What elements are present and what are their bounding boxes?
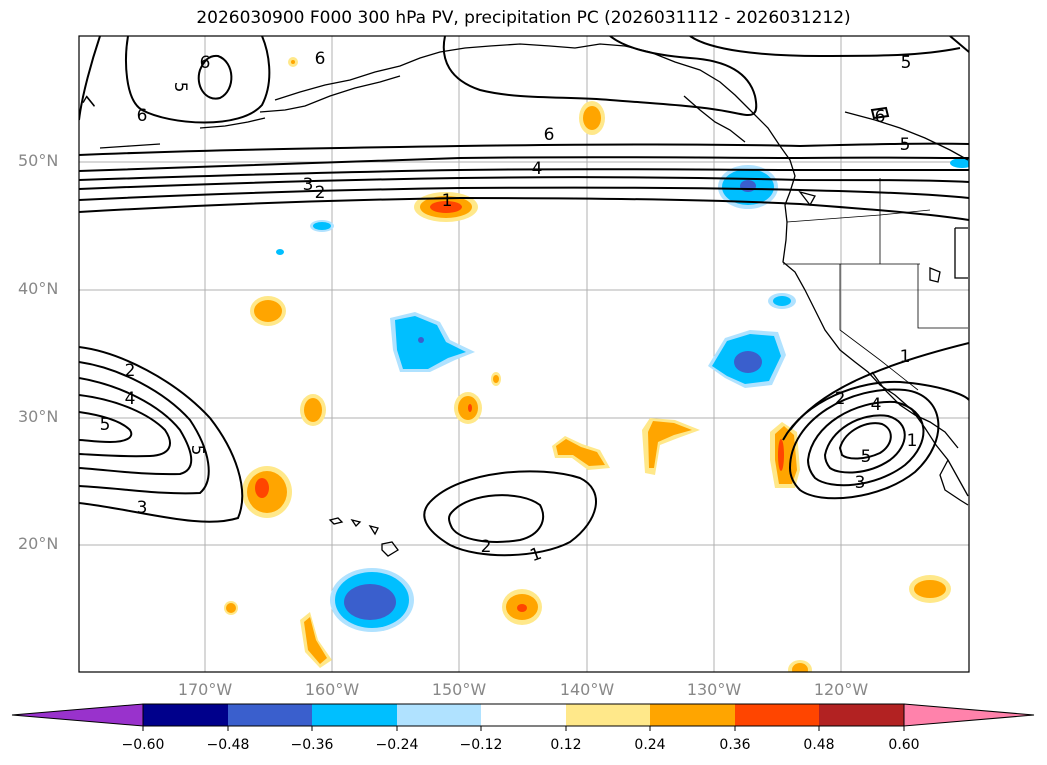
contour-label: 2 (481, 537, 492, 557)
colorbar-tick-label: −0.12 (459, 737, 503, 753)
gridlines (79, 36, 969, 672)
lat-label: 40°N (18, 279, 59, 298)
precip-positive-blob (224, 601, 238, 615)
precip-positive-blob (288, 57, 298, 67)
precip-positive-blob (242, 466, 292, 518)
contour-label: 5 (901, 53, 912, 73)
precip-negative-blob (390, 312, 475, 372)
colorbar-tick-label: −0.36 (290, 737, 334, 753)
contour-label: 1 (442, 191, 453, 211)
pv-contours (79, 36, 969, 557)
precip-negative-blob (950, 158, 969, 168)
colorbar-segment (143, 704, 228, 726)
map-plot-area: 5 6 7 5 6 6 6 4 3 2 1 5 6 5 2 4 5 3 1 2 … (79, 36, 969, 672)
colorbar (11, 703, 1035, 731)
colorbar-tick-label: 0.12 (550, 737, 582, 753)
contour-label: 6 (875, 107, 886, 127)
contour-label: 3 (137, 498, 148, 518)
colorbar-tick-label: 0.36 (719, 737, 751, 753)
precip-positive-blob (491, 372, 501, 386)
contour-label: 5 (861, 447, 872, 467)
precip-positive-blob (788, 660, 812, 672)
colorbar-segment (819, 704, 904, 726)
precip-positive-blob (454, 392, 482, 424)
colorbar-segment (566, 704, 650, 726)
contour-label: 5 (900, 135, 911, 155)
contour-label: 6 (137, 106, 148, 126)
lat-label: 20°N (18, 534, 59, 553)
precip-positive-blob (250, 296, 286, 326)
precip-positive-blob (579, 101, 605, 135)
plot-frame (78, 35, 970, 673)
lon-label: 170°W (177, 680, 233, 699)
contour-label: 4 (125, 389, 136, 409)
colorbar-frame (142, 703, 905, 727)
precip-positive-blob (300, 394, 326, 426)
lon-label: 150°W (431, 680, 487, 699)
precip-positive-blob (300, 612, 332, 668)
colorbar-segment (312, 704, 397, 726)
precip-negative-blob (276, 249, 284, 255)
colorbar-segment (650, 704, 735, 726)
contour-label: 6 (544, 125, 555, 145)
colorbar-segment (735, 704, 819, 726)
state-borders (783, 178, 968, 391)
contour-label: 1 (907, 431, 918, 451)
precip-negative-blob (330, 568, 414, 632)
contour-label: 1 (527, 544, 544, 566)
contour-label: 3 (303, 175, 314, 195)
contour-label: 3 (855, 473, 866, 493)
lon-label: 120°W (813, 680, 869, 699)
lat-label: 50°N (18, 151, 59, 170)
precip-anomalies (224, 57, 969, 672)
colorbar-tick-label: 0.60 (888, 737, 920, 753)
lon-label: 130°W (686, 680, 742, 699)
map-title: 2026030900 F000 300 hPa PV, precipitatio… (196, 8, 851, 28)
colorbar-segment (228, 704, 312, 726)
colorbar-tick-label: −0.60 (121, 737, 165, 753)
contour-label: 5 (170, 82, 190, 93)
contour-label: 6 (315, 49, 326, 69)
precip-negative-blob (310, 220, 334, 232)
contour-label: 2 (125, 361, 136, 381)
colorbar-tick-label: −0.24 (375, 737, 419, 753)
precip-positive-blob (642, 418, 700, 475)
precip-positive-blob (552, 436, 610, 470)
precip-negative-blob (768, 293, 796, 309)
contour-label: 2 (835, 389, 846, 409)
contour-label: 1 (900, 347, 911, 367)
colorbar-segment (11, 703, 144, 727)
contour-label: 7 (79, 93, 102, 112)
precip-negative-blob (708, 330, 786, 388)
contour-label: 5 (187, 445, 207, 456)
lon-label: 140°W (559, 680, 615, 699)
contour-label: 2 (315, 183, 326, 203)
colorbar-segment (903, 703, 1035, 727)
precip-positive-blob (770, 422, 800, 488)
colorbar-tick-label: 0.24 (634, 737, 666, 753)
contour-label: 4 (532, 159, 543, 179)
lat-label: 30°N (18, 407, 59, 426)
precip-positive-blob (502, 589, 542, 625)
contour-label: 4 (871, 395, 882, 415)
lon-label: 160°W (304, 680, 360, 699)
colorbar-segment (397, 704, 481, 726)
precip-positive-blob (909, 575, 951, 603)
colorbar-segment (481, 704, 566, 726)
colorbar-tick-label: 0.48 (803, 737, 835, 753)
contour-label: 6 (200, 53, 211, 73)
colorbar-tick-label: −0.48 (206, 737, 250, 753)
contour-label: 5 (100, 415, 111, 435)
